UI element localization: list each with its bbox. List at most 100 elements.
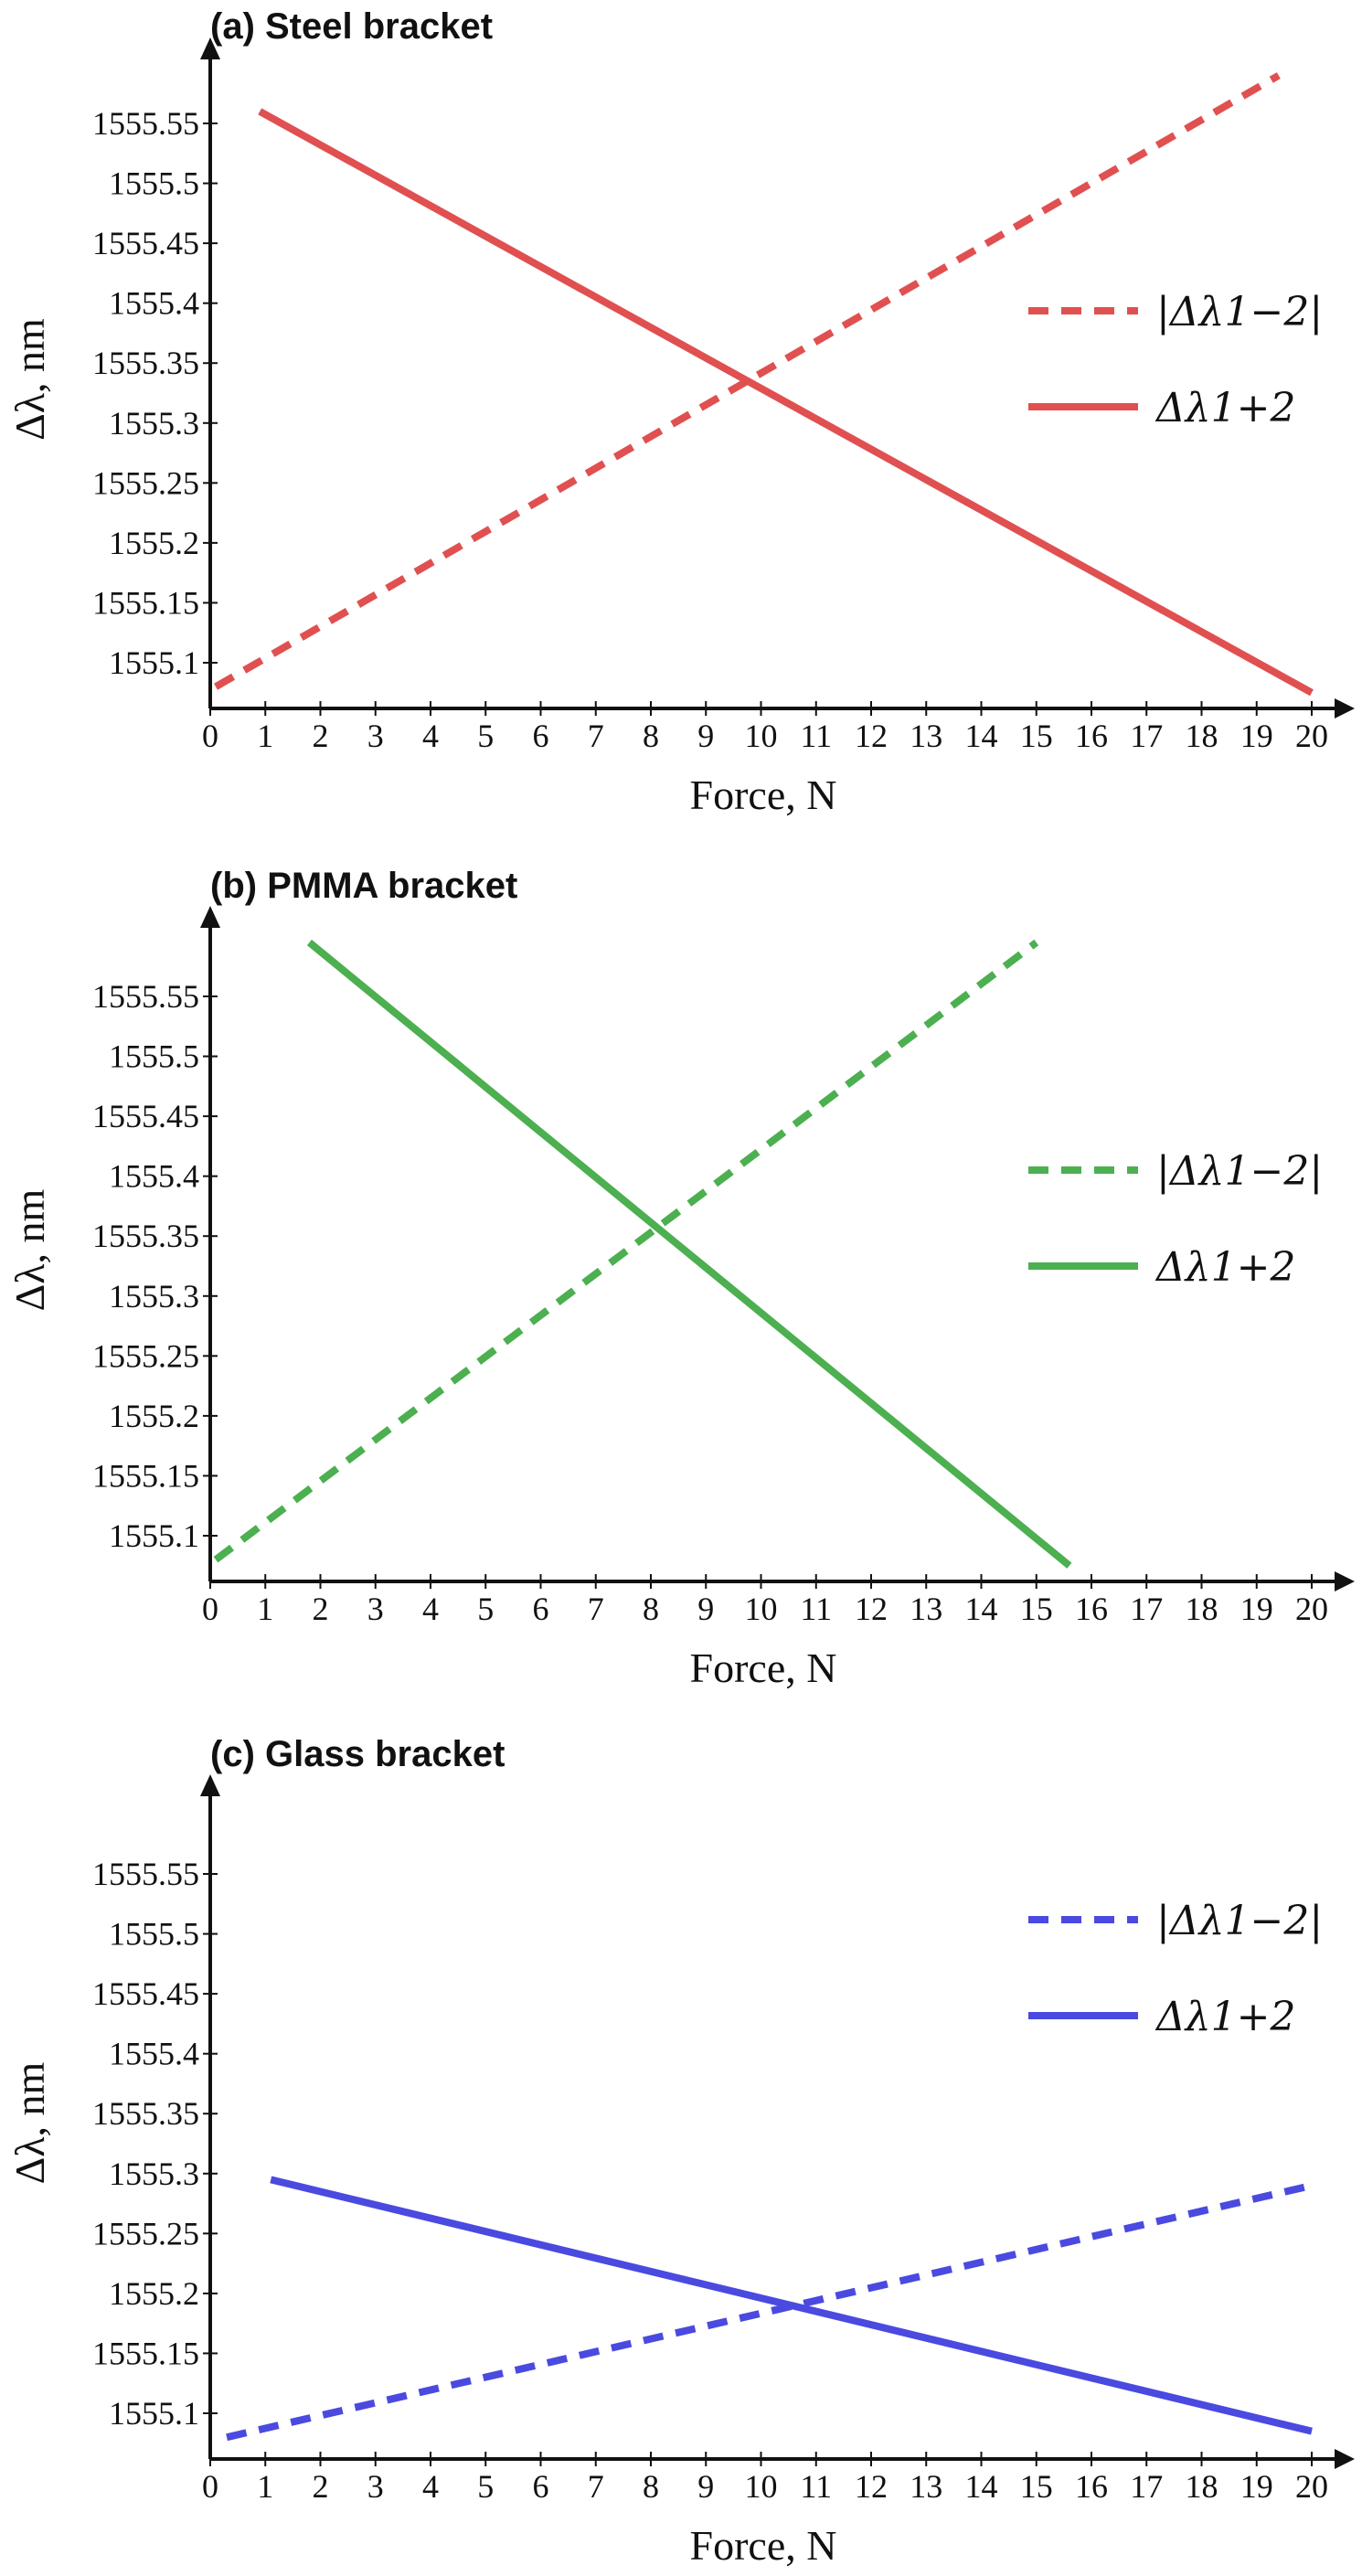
x-tick-label: 4 xyxy=(422,1591,439,1627)
y-axis-arrow xyxy=(200,1774,220,1796)
x-tick-label: 14 xyxy=(965,1591,998,1627)
y-tick-label: 1555.1 xyxy=(109,2395,199,2432)
x-tick-label: 9 xyxy=(697,2468,714,2505)
x-tick-label: 8 xyxy=(643,718,659,754)
x-tick-label: 11 xyxy=(800,718,832,754)
x-tick-label: 10 xyxy=(745,2468,778,2505)
y-tick-label: 1555.25 xyxy=(92,464,199,501)
x-tick-label: 0 xyxy=(202,718,218,754)
y-tick-label: 1555.3 xyxy=(109,2156,199,2192)
x-tick-label: 7 xyxy=(588,718,604,754)
x-tick-label: 1 xyxy=(257,2468,273,2505)
x-tick-label: 4 xyxy=(422,718,439,754)
x-tick-label: 2 xyxy=(313,2468,329,2505)
y-tick-label: 1555.45 xyxy=(92,225,199,261)
x-tick-label: 19 xyxy=(1240,1591,1273,1627)
y-axis-arrow xyxy=(200,37,220,59)
x-tick-label: 6 xyxy=(533,1591,549,1627)
x-tick-label: 0 xyxy=(202,2468,218,2505)
x-tick-label: 17 xyxy=(1130,718,1163,754)
x-tick-label: 13 xyxy=(910,2468,942,2505)
x-tick-label: 16 xyxy=(1075,2468,1108,2505)
legend-label: |Δλ1−2| xyxy=(1156,1898,1323,1944)
x-tick-label: 15 xyxy=(1020,2468,1053,2505)
x-tick-label: 3 xyxy=(367,2468,384,2505)
series-line-sum xyxy=(270,2176,1313,2435)
series-line-difference xyxy=(213,939,1039,1563)
y-tick-label: 1555.2 xyxy=(109,1398,199,1434)
x-tick-label: 3 xyxy=(367,718,384,754)
series-line-difference xyxy=(226,2181,1313,2442)
x-tick-label: 5 xyxy=(477,1591,494,1627)
y-tick-label: 1555.4 xyxy=(109,285,199,322)
x-tick-label: 8 xyxy=(643,2468,659,2505)
x-tick-label: 2 xyxy=(313,1591,329,1627)
x-tick-label: 12 xyxy=(855,718,888,754)
x-tick-label: 6 xyxy=(533,718,549,754)
y-axis-label: Δλ, nm xyxy=(6,2061,53,2184)
y-tick-label: 1555.25 xyxy=(92,1337,199,1374)
x-axis-arrow xyxy=(1335,1571,1355,1591)
legend-label: Δλ1+2 xyxy=(1155,1244,1296,1291)
x-tick-label: 18 xyxy=(1186,718,1218,754)
x-axis-arrow xyxy=(1335,698,1355,719)
x-tick-label: 20 xyxy=(1295,2468,1328,2505)
series-line-sum xyxy=(306,939,1072,1569)
y-tick-label: 1555.15 xyxy=(92,584,199,621)
x-tick-label: 15 xyxy=(1020,718,1053,754)
x-tick-label: 10 xyxy=(745,718,778,754)
x-axis-label: Force, N xyxy=(690,1645,837,1691)
y-axis-label: Δλ, nm xyxy=(6,318,53,441)
x-tick-label: 17 xyxy=(1130,1591,1163,1627)
x-axis-arrow xyxy=(1335,2449,1355,2469)
x-tick-label: 19 xyxy=(1240,718,1273,754)
y-tick-label: 1555.55 xyxy=(92,105,199,142)
x-tick-label: 16 xyxy=(1075,718,1108,754)
x-tick-label: 1 xyxy=(257,1591,273,1627)
chart-title: (b) PMMA bracket xyxy=(210,866,517,906)
x-tick-label: 11 xyxy=(800,1591,832,1627)
y-tick-label: 1555.5 xyxy=(109,1038,199,1075)
x-tick-label: 12 xyxy=(855,2468,888,2505)
x-tick-label: 20 xyxy=(1295,718,1328,754)
x-tick-label: 1 xyxy=(257,718,273,754)
x-tick-label: 16 xyxy=(1075,1591,1108,1627)
y-tick-label: 1555.3 xyxy=(109,405,199,442)
x-tick-label: 14 xyxy=(965,718,998,754)
y-tick-label: 1555.2 xyxy=(109,2275,199,2312)
x-tick-label: 18 xyxy=(1186,1591,1218,1627)
x-axis-label: Force, N xyxy=(690,772,837,818)
x-tick-label: 6 xyxy=(533,2468,549,2505)
legend-label: |Δλ1−2| xyxy=(1156,1148,1323,1195)
x-tick-label: 15 xyxy=(1020,1591,1053,1627)
y-tick-label: 1555.2 xyxy=(109,525,199,561)
x-tick-label: 13 xyxy=(910,718,942,754)
x-axis-label: Force, N xyxy=(690,2522,837,2569)
y-tick-label: 1555.4 xyxy=(109,1158,199,1195)
x-tick-label: 3 xyxy=(367,1591,384,1627)
series-line-difference xyxy=(214,72,1281,690)
x-tick-label: 5 xyxy=(477,718,494,754)
y-tick-label: 1555.5 xyxy=(109,1916,199,1953)
y-tick-label: 1555.15 xyxy=(92,1457,199,1494)
x-tick-label: 10 xyxy=(745,1591,778,1627)
legend-label: Δλ1+2 xyxy=(1155,1994,1296,2040)
y-tick-label: 1555.45 xyxy=(92,1098,199,1134)
y-tick-label: 1555.3 xyxy=(109,1278,199,1315)
x-tick-label: 19 xyxy=(1240,2468,1273,2505)
y-tick-label: 1555.4 xyxy=(109,2036,199,2072)
x-tick-label: 9 xyxy=(697,1591,714,1627)
legend-label: |Δλ1−2| xyxy=(1156,289,1323,335)
x-tick-label: 12 xyxy=(855,1591,888,1627)
chart-title: (c) Glass bracket xyxy=(210,1734,505,1774)
y-tick-label: 1555.55 xyxy=(92,978,199,1015)
y-tick-label: 1555.35 xyxy=(92,345,199,381)
y-axis-arrow xyxy=(200,906,220,928)
x-tick-label: 8 xyxy=(643,1591,659,1627)
x-tick-label: 0 xyxy=(202,1591,218,1627)
x-tick-label: 4 xyxy=(422,2468,439,2505)
